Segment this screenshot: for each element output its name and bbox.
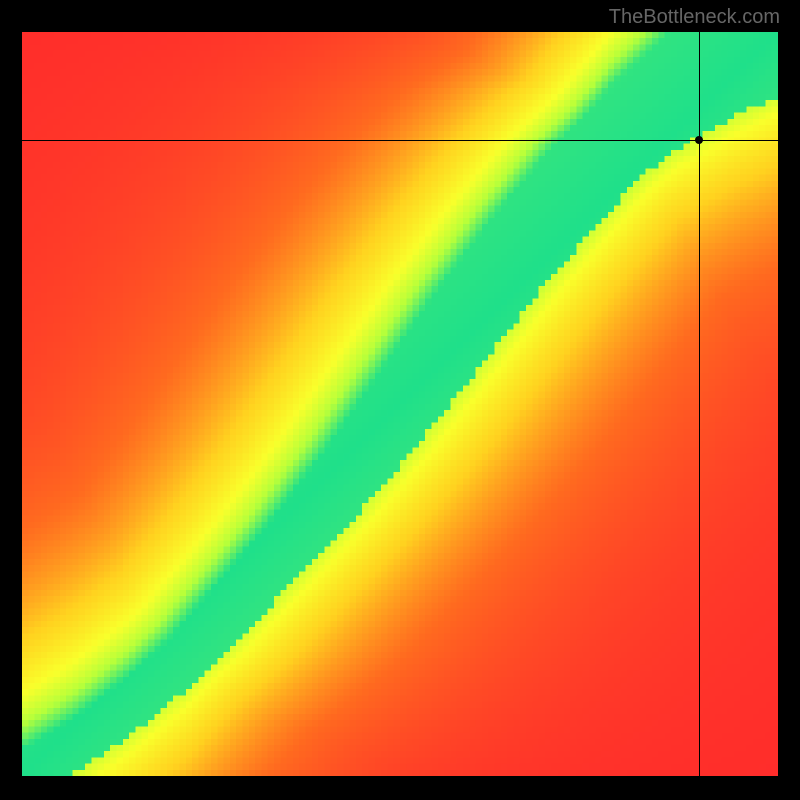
heatmap-plot-area (22, 32, 778, 776)
crosshair-marker (695, 136, 703, 144)
heatmap-canvas (22, 32, 778, 776)
crosshair-horizontal (22, 140, 778, 141)
watermark-text: TheBottleneck.com (609, 6, 780, 29)
